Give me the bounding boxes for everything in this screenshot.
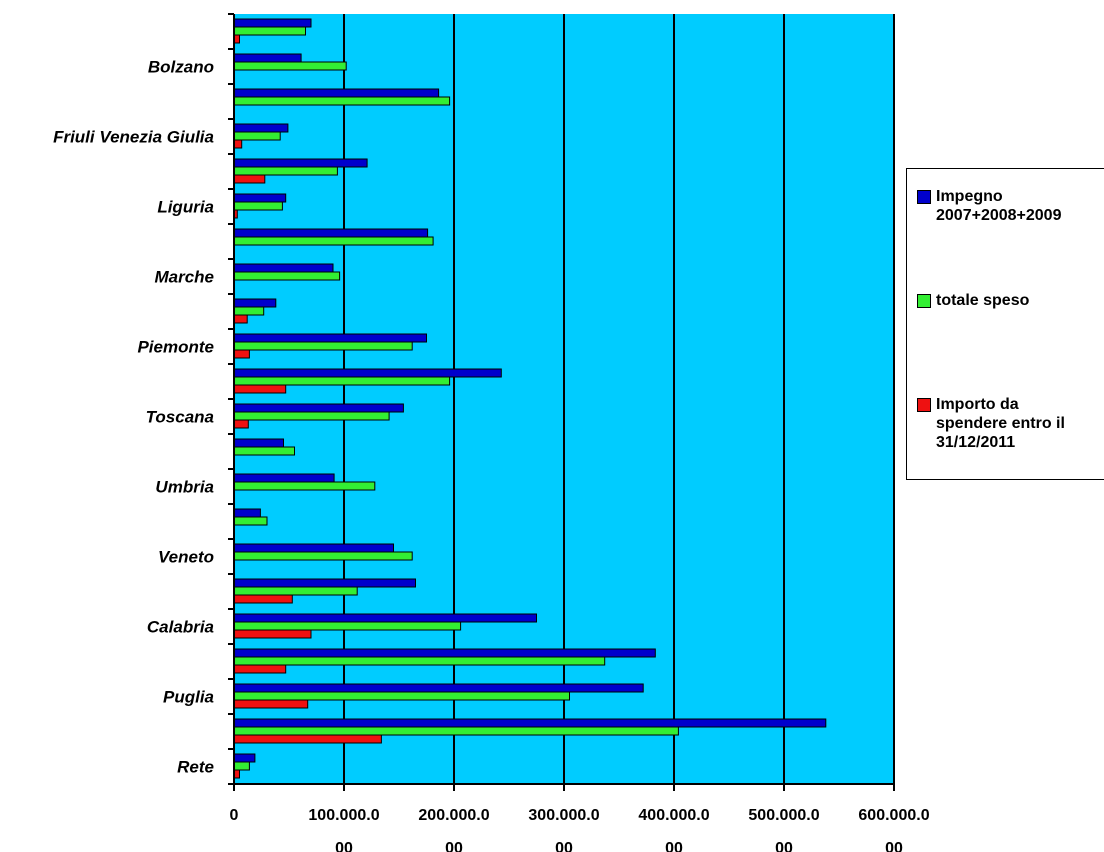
category-label: Toscana (146, 408, 214, 427)
bar-impegno-5 (233, 193, 287, 203)
x-tick-label: 400.000.0 (638, 807, 709, 824)
bar-totale-speso-17 (233, 621, 462, 631)
legend-item-impegno: Impegno 2007+2008+2009 (917, 187, 1061, 225)
bar-totale-speso-9 (233, 341, 413, 351)
bar-impegno-16 (233, 578, 416, 588)
bar-totale-speso-16 (233, 586, 358, 596)
bar-totale-speso-10 (233, 376, 451, 386)
x-tick-label: 00 (555, 840, 573, 852)
bar-totale-speso-5 (233, 201, 283, 211)
bar-totale-speso-11 (233, 411, 390, 421)
bar-impegno-14 (233, 508, 261, 518)
x-axis: 0 100.000.0 00 200.000.0 00 300.000.0 00 400.00… (230, 783, 930, 852)
bar-totale-speso-19 (233, 691, 570, 701)
x-tick-label: 00 (885, 840, 903, 852)
category-label: Puglia (163, 688, 214, 707)
bar-totale-speso-3 (233, 131, 281, 141)
bar-impegno-2 (233, 88, 440, 98)
legend-item-totale-speso: totale speso (917, 291, 1029, 310)
category-label: Piemonte (137, 338, 214, 357)
category-label: Umbria (155, 478, 214, 497)
bar-impegno-3 (233, 123, 289, 133)
grid-lines (343, 14, 895, 784)
bar-totale-speso-4 (233, 166, 338, 176)
bar-importo-17 (233, 629, 312, 639)
category-label: Veneto (158, 548, 214, 567)
bar-impegno-18 (233, 648, 656, 658)
bar-importo-10 (233, 384, 287, 394)
bar-totale-speso-12 (233, 446, 295, 456)
bar-totale-speso-13 (233, 481, 376, 491)
x-tick-label: 00 (665, 840, 683, 852)
bar-impegno-8 (233, 298, 277, 308)
bar-totale-speso-2 (233, 96, 451, 106)
bar-impegno-20 (233, 718, 827, 728)
bar-totale-speso-0 (233, 26, 306, 36)
bar-totale-speso-14 (233, 516, 268, 526)
category-label: Calabria (147, 618, 214, 637)
legend-swatch-totale-speso (917, 294, 931, 308)
bar-importo-3 (233, 139, 243, 149)
category-label: Marche (154, 268, 214, 287)
legend-label-impegno: Impegno 2007+2008+2009 (936, 188, 1062, 224)
bar-totale-speso-18 (233, 656, 606, 666)
bar-impegno-11 (233, 403, 404, 413)
bar-importo-19 (233, 699, 309, 709)
category-label: Friuli Venezia Giulia (53, 128, 214, 147)
bar-impegno-21 (233, 753, 256, 763)
legend-item-importo: Importo da spendere entro il 31/12/2011 (917, 395, 1065, 452)
bar-totale-speso-15 (233, 551, 413, 561)
category-label: Rete (177, 758, 214, 777)
bar-importo-18 (233, 664, 287, 674)
legend-label-totale-speso: totale speso (936, 292, 1030, 309)
bar-importo-11 (233, 419, 249, 429)
x-tick-label: 0 (230, 807, 239, 824)
bar-importo-4 (233, 174, 266, 184)
bar-totale-speso-20 (233, 726, 679, 736)
bar-totale-speso-21 (233, 761, 250, 771)
bar-importo-9 (233, 349, 250, 359)
bar-totale-speso-7 (233, 271, 341, 281)
category-label: Bolzano (148, 58, 214, 77)
bars (233, 18, 827, 779)
bar-impegno-9 (233, 333, 427, 343)
legend-label-importo: Importo da spendere entro il 31/12/2011 (936, 396, 1065, 451)
x-tick-label: 00 (775, 840, 793, 852)
x-tick-label: 600.000.0 (858, 807, 929, 824)
bar-impegno-7 (233, 263, 334, 273)
bar-importo-16 (233, 594, 293, 604)
bar-impegno-6 (233, 228, 429, 238)
category-label: Liguria (157, 198, 214, 217)
bar-impegno-1 (233, 53, 302, 63)
bar-totale-speso-6 (233, 236, 434, 246)
bar-impegno-4 (233, 158, 368, 168)
x-tick-label: 500.000.0 (748, 807, 819, 824)
x-tick-label: 00 (445, 840, 463, 852)
bar-impegno-10 (233, 368, 502, 378)
y-axis: Bolzano Friuli Venezia Giulia Liguria March… (53, 13, 235, 790)
bar-totale-speso-8 (233, 306, 265, 316)
x-tick-label: 300.000.0 (528, 807, 599, 824)
bar-impegno-19 (233, 683, 644, 693)
bar-impegno-15 (233, 543, 394, 553)
x-tick-label: 100.000.0 (308, 807, 379, 824)
x-tick-label: 00 (335, 840, 353, 852)
legend-swatch-impegno (917, 190, 931, 204)
bar-impegno-0 (233, 18, 312, 28)
bar-importo-20 (233, 734, 382, 744)
legend: Impegno 2007+2008+2009 totale speso Impo… (906, 168, 1104, 480)
legend-swatch-importo (917, 398, 931, 412)
x-tick-label: 200.000.0 (418, 807, 489, 824)
bar-impegno-12 (233, 438, 284, 448)
bar-impegno-17 (233, 613, 537, 623)
bar-importo-8 (233, 314, 248, 324)
bar-impegno-13 (233, 473, 335, 483)
bar-totale-speso-1 (233, 61, 347, 71)
